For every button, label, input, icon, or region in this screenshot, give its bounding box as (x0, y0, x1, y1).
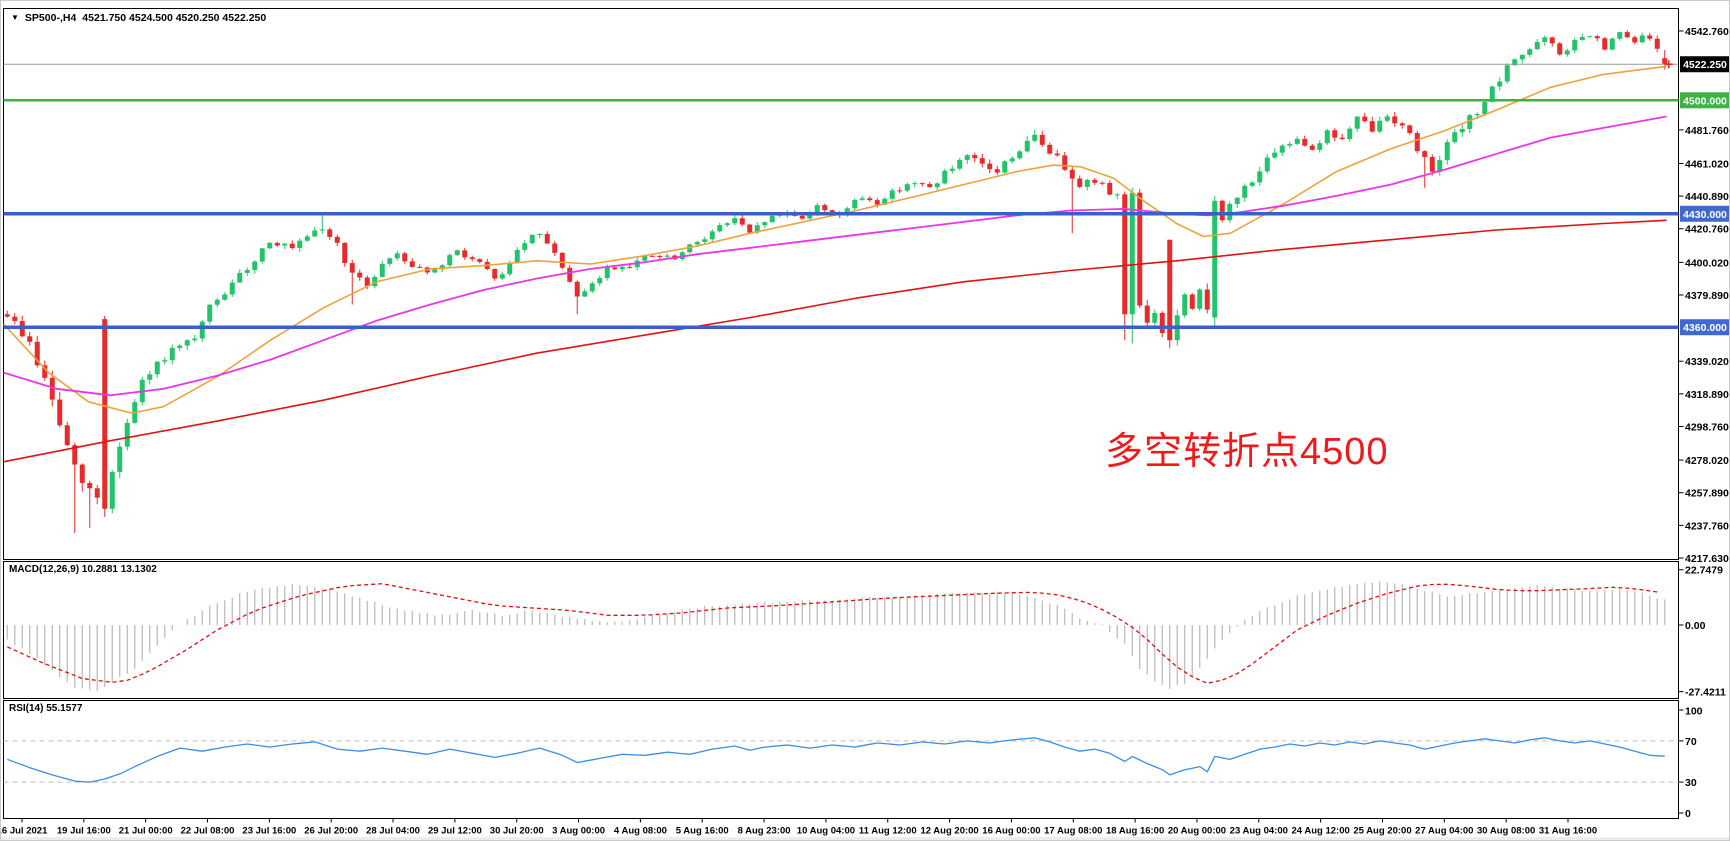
chart-annotation-text: 多空转折点4500 (1105, 431, 1389, 473)
time-tick-label: 29 Jul 12:00 (428, 826, 482, 837)
rsi-axis-label: 70 (1685, 736, 1697, 748)
time-tick-label: 23 Jul 16:00 (242, 826, 296, 837)
price-tick-label: 4542.760 (1685, 26, 1729, 38)
macd-signal-line (7, 583, 1658, 684)
current-price-line-badge-label: 4522.250 (1683, 59, 1727, 71)
price-tick-label: 4318.890 (1685, 389, 1729, 401)
time-tick-label: 27 Aug 04:00 (1415, 826, 1473, 837)
rsi-axis-label: 0 (1685, 808, 1691, 820)
time-tick-label: 3 Aug 00:00 (552, 826, 605, 837)
price-tick-label: 4298.760 (1685, 421, 1729, 433)
time-tick-label: 12 Aug 20:00 (920, 826, 978, 837)
price-tick-label: 4339.020 (1685, 356, 1729, 368)
rsi-axis-label: 30 (1685, 777, 1697, 789)
macd-axis-label: -27.4211 (1685, 687, 1726, 699)
price-tick-label: 4420.760 (1685, 224, 1729, 236)
macd-axis-label: 22.7479 (1685, 565, 1723, 577)
level-4500-badge-label: 4500.000 (1683, 95, 1727, 107)
time-tick-label: 31 Aug 16:00 (1539, 826, 1597, 837)
time-tick-label: 30 Jul 20:00 (490, 826, 544, 837)
symbol-ohlc-values: 4521.750 4524.500 4520.250 4522.250 (82, 12, 267, 24)
level-4430-badge (1680, 205, 1729, 222)
rsi-panel-border (3, 700, 1679, 819)
time-tick-label: 20 Aug 00:00 (1168, 826, 1226, 837)
time-tick-label: 25 Aug 20:00 (1353, 826, 1411, 837)
level-4430-badge-label: 4430.000 (1683, 209, 1727, 221)
price-tick-label: 4379.890 (1685, 290, 1729, 302)
symbol-header: ▼ SP500-,H4 4521.750 4524.500 4520.250 4… (11, 12, 266, 24)
bottom-strip (1, 837, 1729, 840)
price-tick-label: 4257.890 (1685, 488, 1729, 500)
time-tick-label: 23 Aug 04:00 (1230, 826, 1288, 837)
ma-fast-orange (2, 65, 1667, 414)
main-panel-border (3, 8, 1679, 560)
price-tick-label: 4481.760 (1685, 125, 1729, 137)
price-tick-label: 4217.630 (1685, 553, 1729, 565)
time-tick-label: 17 Aug 08:00 (1044, 826, 1102, 837)
ma-mid-magenta (3, 115, 1667, 397)
ma-slow-red (3, 219, 1667, 463)
level-4360-badge-label: 4360.000 (1683, 322, 1727, 334)
time-tick-label: 24 Aug 12:00 (1292, 826, 1350, 837)
time-tick-label: 18 Aug 16:00 (1106, 826, 1164, 837)
time-tick-label: 5 Aug 16:00 (676, 826, 729, 837)
time-tick-label: 22 Jul 08:00 (181, 826, 235, 837)
macd-axis-label: 0.00 (1685, 620, 1706, 632)
price-tick-label: 4400.020 (1685, 257, 1729, 269)
price-tick-label: 4237.760 (1685, 520, 1729, 532)
time-tick-label: 10 Aug 04:00 (797, 826, 855, 837)
candles (4, 30, 1668, 534)
time-tick-label: 30 Aug 08:00 (1477, 826, 1535, 837)
price-tick-label: 4278.020 (1685, 455, 1729, 467)
time-tick-label: 26 Jul 20:00 (304, 826, 358, 837)
macd-indicator-label: MACD(12,26,9) 10.2881 13.1302 (9, 564, 157, 575)
time-tick-label: 16 Jul 2021 (1, 826, 48, 837)
time-tick-label: 11 Aug 12:00 (859, 826, 917, 837)
time-tick-label: 28 Jul 04:00 (366, 826, 420, 837)
price-tick-label: 4461.020 (1685, 158, 1729, 170)
time-tick-label: 8 Aug 23:00 (738, 826, 791, 837)
rsi-line (7, 737, 1665, 783)
macd-histogram (6, 581, 1666, 692)
time-tick-label: 21 Jul 00:00 (119, 826, 173, 837)
macd-panel-border (3, 561, 1679, 699)
time-tick-label: 19 Jul 16:00 (57, 826, 111, 837)
level-4500-badge (1680, 92, 1729, 109)
current-price-line-badge (1680, 56, 1729, 73)
level-4360-badge (1680, 319, 1729, 336)
symbol-dropdown-icon[interactable]: ▼ (11, 13, 19, 22)
price-tick-label: 4440.890 (1685, 191, 1729, 203)
time-tick-label: 16 Aug 00:00 (982, 826, 1040, 837)
symbol-name: SP500-,H4 (24, 12, 77, 24)
rsi-axis-label: 100 (1685, 706, 1703, 718)
time-tick-label: 4 Aug 08:00 (614, 826, 667, 837)
rsi-indicator-label: RSI(14) 55.1577 (9, 703, 83, 714)
